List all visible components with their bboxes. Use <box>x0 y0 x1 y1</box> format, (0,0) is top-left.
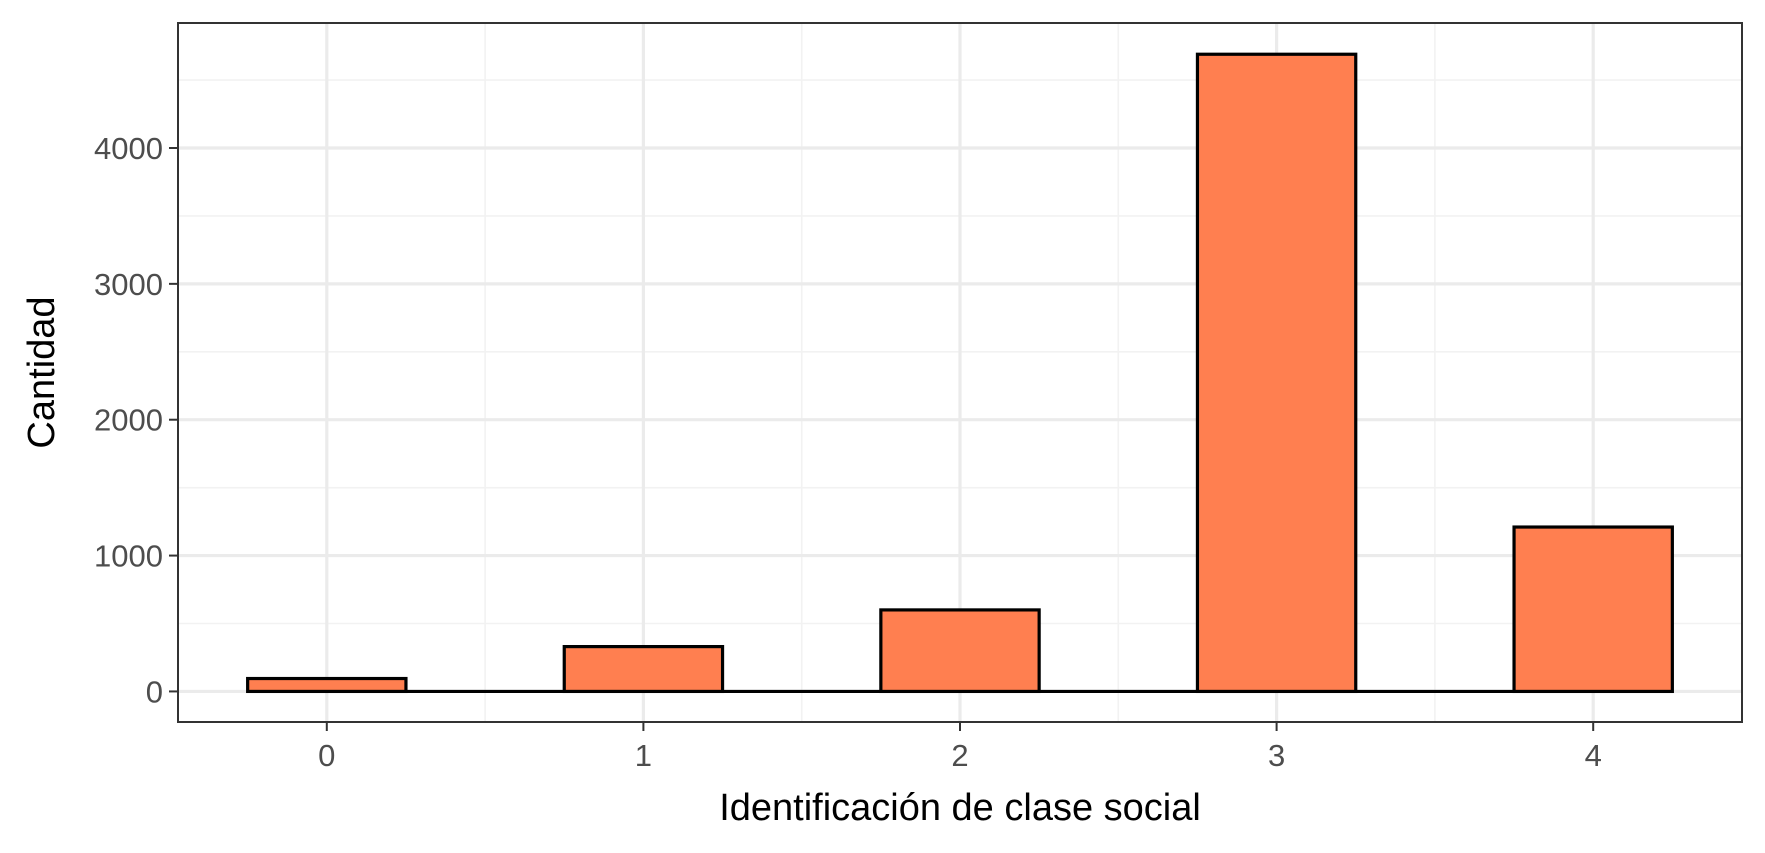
y-axis-title: Cantidad <box>21 296 63 448</box>
x-axis-ticks: 0 1 2 3 4 <box>318 722 1602 773</box>
y-axis-ticks: 0 1000 2000 3000 4000 <box>94 131 178 709</box>
x-tick-label: 0 <box>318 738 335 773</box>
y-tick-label: 1000 <box>94 539 163 574</box>
x-tick-label: 1 <box>635 738 652 773</box>
bar-2 <box>879 608 1041 694</box>
bar-1 <box>562 644 725 694</box>
y-tick-label: 0 <box>146 674 163 709</box>
x-tick-label: 2 <box>951 738 968 773</box>
y-tick-label: 3000 <box>94 267 163 302</box>
x-tick-label: 4 <box>1585 738 1602 773</box>
bar-3 <box>1195 52 1358 694</box>
bar-0 <box>246 676 408 694</box>
x-tick-label: 3 <box>1268 738 1285 773</box>
y-tick-label: 4000 <box>94 131 163 166</box>
bar-4 <box>1512 525 1674 694</box>
x-axis-title: Identificación de clase social <box>719 787 1201 829</box>
bars <box>246 52 1674 694</box>
y-tick-label: 2000 <box>94 403 163 438</box>
